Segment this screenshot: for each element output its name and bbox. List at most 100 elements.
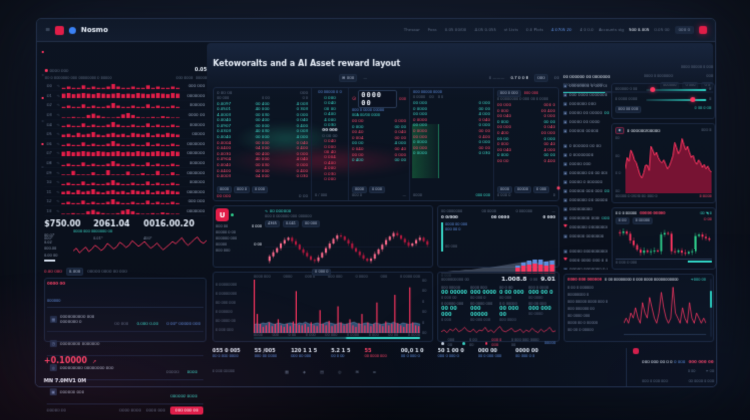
nav-quote-1[interactable]: 500 0.005 xyxy=(628,27,650,33)
signal-row[interactable]: 00000000 0 xyxy=(567,292,589,297)
sidebar-list-item[interactable]: ▪ 000000 0000000 xyxy=(563,231,609,240)
nav-menu-item[interactable]: Thesaur xyxy=(403,27,420,33)
slider-result-box[interactable]: 000 00 000 xyxy=(615,106,642,114)
nav-menu-item[interactable]: st Lists xyxy=(504,27,519,33)
news-row[interactable]: ▦ 0000000000 000 0000000 0 00 000 0.000 … xyxy=(46,307,204,332)
volume-scrollbar[interactable] xyxy=(253,336,421,340)
news-meta-link[interactable]: 000000 0000 xyxy=(170,392,198,398)
ticker-item[interactable]: 055 0 005 00 0 000 0000 xyxy=(212,348,240,358)
nav-menu-item[interactable]: 4 0 0.0 xyxy=(579,27,594,33)
sidebar-list-item[interactable]: ▪ 00000 00 0000 xyxy=(563,117,609,126)
sidebar-list-item[interactable]: ▪ 000000 00000 xyxy=(563,126,609,135)
sidebar-list-item[interactable]: ▪ 00000 00 0000000000 00 00 xyxy=(563,108,609,117)
slider-handle-2[interactable] xyxy=(690,97,696,103)
sidebar-list-item[interactable]: ▪ 000000 000 00000 0000 00 xyxy=(563,186,609,195)
account-link[interactable]: 0 000 xyxy=(673,359,686,365)
footer-chip[interactable]: 0 000 xyxy=(251,185,268,193)
watchlist-row[interactable]: 00 ∿ 000 000 xyxy=(44,81,207,92)
bottom-bar-icon[interactable]: ⊞ xyxy=(355,369,359,375)
watchlist-row[interactable]: 08 ∿ 000000 xyxy=(44,158,207,169)
ticker-item[interactable]: 5.2 1 5 00 0 00 xyxy=(331,348,350,358)
news-footer-link-2[interactable]: 0000 000 xyxy=(146,407,166,413)
rail-icon[interactable]: ▫ xyxy=(41,72,45,78)
footer-chip[interactable]: 0000 xyxy=(497,186,513,194)
market-block[interactable]: 000 00000 00 00000 0 000 00 xyxy=(441,285,468,300)
slider-2[interactable] xyxy=(646,97,707,103)
candle-chip-3[interactable]: 00 000 xyxy=(301,219,321,227)
nav-counter-chip[interactable]: 000 0 xyxy=(674,26,695,34)
markets-footer-link[interactable]: 00000 xyxy=(544,340,556,345)
sidebar-list-item[interactable]: ▪ 00000 000 xyxy=(563,159,609,168)
logo-icon[interactable] xyxy=(54,25,65,35)
market-block[interactable]: 00 00 000 000 000 00 0000 xyxy=(528,301,552,316)
ticker-item[interactable]: 00,0 1 0 00 0 000 0 xyxy=(401,348,424,358)
market-block[interactable]: 00 0 00 0 00 000 00 000 xyxy=(499,285,524,300)
bottom-bar-icon[interactable]: ◈ xyxy=(302,369,306,375)
sidebar-list-item[interactable]: ▪ 0000000 00 00 00000 xyxy=(563,168,609,177)
sidebar-list-item[interactable]: ▪ 0000000 00 000000000 xyxy=(563,195,609,204)
sidebar-list-item[interactable]: ▪ 00000 0 000000 xyxy=(563,177,609,186)
watchlist-row[interactable]: 09 ∿ 0000000 xyxy=(44,168,207,178)
news-action-button[interactable]: 000 000 00 xyxy=(170,405,204,415)
market-block[interactable]: 000 0 0000 000 00 0 00 0000 xyxy=(528,285,553,300)
sidebar-list-item[interactable]: ▪ 00000 0000000 0 0000 xyxy=(563,265,609,270)
nav-menu-item[interactable]: Foss xyxy=(427,27,437,33)
mini-candle-scrollbar[interactable] xyxy=(687,260,712,263)
rail-icon[interactable]: ▪ xyxy=(41,141,44,147)
layout-chip[interactable]: ⊞ 000 xyxy=(338,74,358,82)
rail-icon[interactable]: ▫ xyxy=(41,118,45,124)
watchlist-row[interactable]: 04 ∿ 000000 xyxy=(44,119,207,130)
signal-row[interactable]: 0 00 0 000000 xyxy=(567,285,594,290)
ticker-item[interactable]: 000 00 00 0 000 000 xyxy=(478,348,501,358)
signal-row[interactable]: 000 00000 0000 000 0 xyxy=(567,299,608,304)
bottom-bar-zoom[interactable]: + 00 xyxy=(705,369,715,374)
vertical-scrollbar[interactable] xyxy=(709,278,713,337)
nav-quote-2[interactable]: 0.05 00 xyxy=(654,27,670,33)
ticker-item[interactable]: 55 00 0000 000 xyxy=(364,348,386,358)
colD-row[interactable]: 0 0000 0 030 xyxy=(413,150,491,156)
watchlist-row[interactable]: 13 ∿ 0000000 xyxy=(44,206,207,217)
chart-type-icon[interactable]: ◆ xyxy=(615,127,624,135)
footer-chip[interactable]: 0 000 xyxy=(533,186,550,194)
rail-icon[interactable]: ▪ xyxy=(41,95,45,101)
sidebar-list-item[interactable]: ♥ 0000 0000 000 0 0 xyxy=(563,256,609,265)
sidebar-list-item[interactable]: ♥ 0000000 000000000 xyxy=(563,222,609,231)
nav-menu-item[interactable]: 4 0705 20 xyxy=(551,27,572,33)
bottom-bar-icon[interactable]: ◎ xyxy=(337,369,342,375)
footer-chip[interactable]: 0000 xyxy=(351,186,367,194)
sidebar-list-item[interactable]: ▪ 000000000 xyxy=(563,204,609,213)
signal-row[interactable]: 0000 00 0 00000 xyxy=(567,320,598,325)
app-icon[interactable] xyxy=(68,26,77,34)
nav-menu-item[interactable]: 0.0 Plots xyxy=(526,27,544,33)
candle-chip-2[interactable]: 0.041 xyxy=(282,219,299,227)
colE-badge[interactable]: 000 0 000 xyxy=(497,90,521,98)
slider-1[interactable] xyxy=(646,87,707,93)
toolbar-chip-2[interactable]: 000 xyxy=(534,74,549,82)
watchlist-row[interactable]: 05 ∿ 00000 xyxy=(44,129,207,140)
toolbar-range[interactable]: 0 ——— xyxy=(488,75,505,81)
sidebar-list-item[interactable]: ▪ 00000000 000000 0000 0 000 xyxy=(563,213,609,222)
signal-row[interactable]: 00 00 0 00000 xyxy=(567,327,594,332)
footer-chip[interactable]: 00000 xyxy=(514,186,532,194)
ticker-item[interactable]: 0000 00 00 000 0 0 xyxy=(516,348,539,358)
signal-row[interactable]: 00 0000 000 xyxy=(567,313,590,318)
sidebar-list-item[interactable]: ▪ 0 000000 00 00 xyxy=(563,141,609,150)
news-meta-link[interactable]: 0.000 0.00 xyxy=(136,320,159,326)
alert-button[interactable] xyxy=(699,25,708,35)
bottom-bar-icon[interactable]: ▤ xyxy=(319,369,324,375)
menu-icon[interactable]: ≡ xyxy=(44,25,51,34)
market-block[interactable]: 0 0 00000 00 000 00 000 0000 xyxy=(499,301,519,322)
colC-row[interactable]: 0 400 00 00 xyxy=(351,157,407,163)
slider-handle-1[interactable] xyxy=(649,87,655,93)
ladder-cell[interactable]: 0 000 xyxy=(324,176,336,182)
toolbar-more[interactable]: 00 xyxy=(554,75,560,81)
sidebar-list-item[interactable]: ▪ 0 00000000 xyxy=(563,150,609,159)
ticker-item[interactable]: 50 1 00 0 000 0 000 0 xyxy=(438,348,464,358)
watchlist-row[interactable]: 06 ∿ 0000000 xyxy=(44,139,207,149)
sidebar-list-item[interactable]: ▪ 000 0000 00000000000 00 xyxy=(563,90,609,99)
market-block[interactable]: 0000 000 000 0000 00 000 0 xyxy=(470,285,497,300)
rail-icon[interactable]: ▪ xyxy=(41,49,45,55)
ticker-item[interactable]: 55 /005 000 00 0000 xyxy=(254,348,276,358)
sidebar-list-item[interactable]: ▪ 0000000 000 xyxy=(563,99,609,108)
bottom-bar-icon[interactable]: ▦ xyxy=(284,369,289,375)
